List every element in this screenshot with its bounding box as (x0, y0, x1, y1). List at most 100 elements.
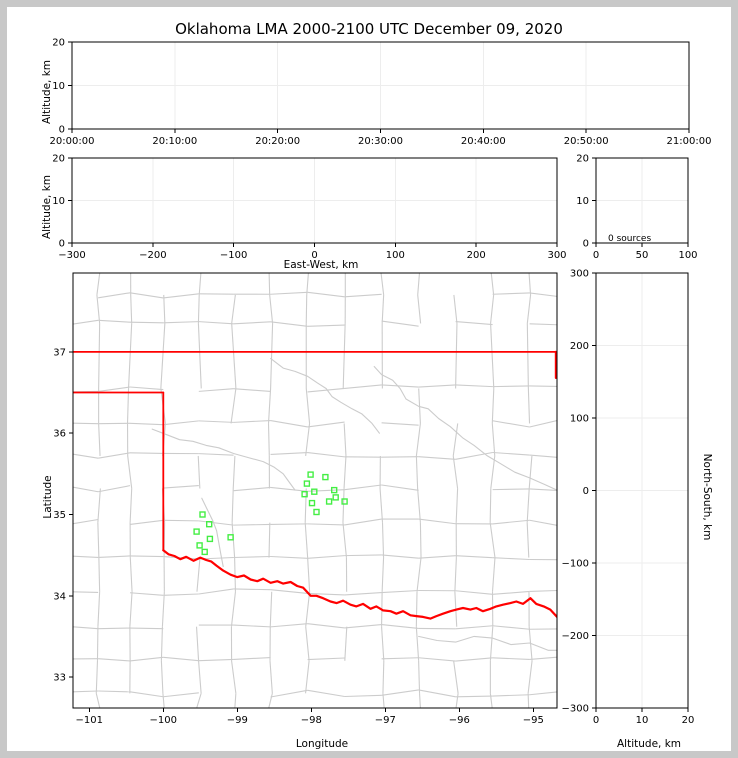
svg-text:20:40:00: 20:40:00 (461, 136, 506, 147)
svg-text:−100: −100 (562, 559, 589, 570)
svg-text:10: 10 (52, 81, 65, 92)
svg-text:0: 0 (593, 715, 599, 726)
svg-text:33: 33 (53, 673, 66, 684)
time-height-panel-x-axis: 20:00:00 20:10:00 20:20:00 20:30:00 20:40:00… (50, 129, 711, 147)
alt-histogram-panel-y-axis: 0 10 20 (576, 154, 596, 250)
svg-text:−200: −200 (562, 631, 589, 642)
svg-text:100: 100 (678, 250, 697, 261)
lma-source-marker (303, 480, 311, 487)
svg-text:20:10:00: 20:10:00 (152, 136, 197, 147)
lma-source-marker (308, 499, 316, 507)
svg-text:20: 20 (52, 154, 65, 165)
lma-source-marker (322, 473, 329, 481)
svg-text:−100: −100 (150, 715, 177, 726)
lma-source-marker (205, 521, 213, 528)
svg-text:20:30:00: 20:30:00 (358, 136, 403, 147)
svg-text:200: 200 (467, 250, 486, 261)
ew-height-panel-x-axis: −300 −200 −100 0 100 200 300 (58, 243, 567, 261)
red-river-border (162, 549, 557, 620)
source-markers (193, 471, 348, 556)
svg-text:20: 20 (682, 715, 695, 726)
svg-text:0: 0 (311, 250, 317, 261)
ew-height-panel-y-axis: 0 10 20 (52, 154, 72, 250)
svg-text:−98: −98 (301, 715, 322, 726)
ns-height-panel-axes: 0 10 20 −300 −200 −100 0 100 200 300 (562, 269, 695, 727)
lma-source-marker (193, 528, 200, 535)
source-count-annotation: 0 sources (608, 234, 652, 244)
ns-height-panel (596, 273, 688, 708)
map-panel-y-axis: 33 34 35 36 37 (53, 347, 73, 684)
svg-text:37: 37 (53, 347, 66, 358)
time-height-panel-grid (72, 42, 689, 129)
lma-source-marker (341, 498, 348, 505)
lma-source-marker (227, 534, 234, 541)
map-panel-x-axis: −101 −100 −99 −98 −97 −96 −95 (76, 708, 544, 726)
state-border (73, 350, 557, 552)
ew-height-panel-axes: −300 −200 −100 0 100 200 300 0 10 20 (52, 154, 566, 262)
svg-text:0: 0 (583, 486, 589, 497)
svg-text:−101: −101 (76, 715, 103, 726)
lma-source-marker (332, 494, 339, 501)
lma-source-marker (313, 508, 320, 516)
lma-source-marker (199, 511, 206, 518)
time-height-panel (72, 42, 689, 129)
lma-source-marker (201, 548, 208, 556)
svg-text:100: 100 (386, 250, 405, 261)
svg-text:10: 10 (636, 715, 649, 726)
svg-text:34: 34 (53, 591, 66, 602)
ew-height-ylabel: Altitude, km (41, 174, 53, 240)
alt-histogram-panel-x-axis: 0 50 100 (593, 243, 698, 261)
svg-text:36: 36 (53, 429, 66, 440)
svg-text:−300: −300 (562, 704, 589, 715)
svg-text:20: 20 (52, 38, 65, 49)
ew-height-xlabel: East-West, km (283, 259, 359, 271)
lma-source-marker (311, 488, 318, 495)
lma-source-marker (307, 471, 314, 478)
svg-text:−97: −97 (375, 715, 396, 726)
svg-text:0: 0 (59, 125, 65, 136)
svg-text:35: 35 (53, 510, 66, 521)
lma-source-marker (331, 486, 338, 494)
lma-source-marker (301, 491, 308, 498)
svg-text:−95: −95 (523, 715, 544, 726)
time-height-ylabel: Altitude, km (41, 59, 53, 125)
svg-text:300: 300 (570, 269, 589, 280)
alt-histogram-panel (596, 158, 688, 243)
ns-alt-ylabel: North-South, km (701, 453, 713, 541)
svg-text:−99: −99 (227, 715, 248, 726)
svg-text:20: 20 (576, 154, 589, 165)
svg-text:10: 10 (52, 196, 65, 207)
svg-text:20:20:00: 20:20:00 (255, 136, 300, 147)
svg-text:50: 50 (636, 250, 649, 261)
svg-text:200: 200 (570, 341, 589, 352)
river-lines (151, 357, 557, 651)
plot-canvas: 20:00:00 20:10:00 20:20:00 20:30:00 20:40:00… (50, 38, 712, 727)
map-content (73, 273, 557, 708)
svg-text:10: 10 (576, 196, 589, 207)
time-height-panel-axes: 20:00:00 20:10:00 20:20:00 20:30:00 20:40:00… (50, 38, 712, 148)
svg-text:0: 0 (59, 239, 65, 250)
svg-text:0: 0 (593, 250, 599, 261)
svg-text:−200: −200 (139, 250, 166, 261)
svg-text:20:50:00: 20:50:00 (564, 136, 609, 147)
county-lines (73, 273, 557, 708)
map-panel-axes: −101 −100 −99 −98 −97 −96 −95 33 34 35 36 37 (53, 272, 558, 726)
lma-source-marker (325, 498, 333, 505)
svg-text:100: 100 (570, 414, 589, 425)
ew-height-panel-grid (72, 158, 557, 243)
map-panel (73, 273, 557, 708)
alt-histogram-panel-grid (596, 158, 688, 243)
ns-height-panel-y-axis: −300 −200 −100 0 100 200 300 (562, 269, 596, 715)
svg-text:300: 300 (547, 250, 566, 261)
svg-text:20:00:00: 20:00:00 (50, 136, 95, 147)
svg-text:−100: −100 (220, 250, 247, 261)
lma-source-marker (196, 542, 203, 549)
ns-height-panel-grid (596, 273, 688, 708)
svg-text:−300: −300 (58, 250, 85, 261)
ns-alt-xlabel: Altitude, km (616, 738, 682, 750)
alt-histogram-panel-axes: 0 50 100 0 10 20 (576, 154, 697, 262)
svg-text:−96: −96 (449, 715, 470, 726)
time-height-panel-y-axis: 0 10 20 (52, 38, 72, 136)
map-xlabel: Longitude (295, 738, 349, 750)
